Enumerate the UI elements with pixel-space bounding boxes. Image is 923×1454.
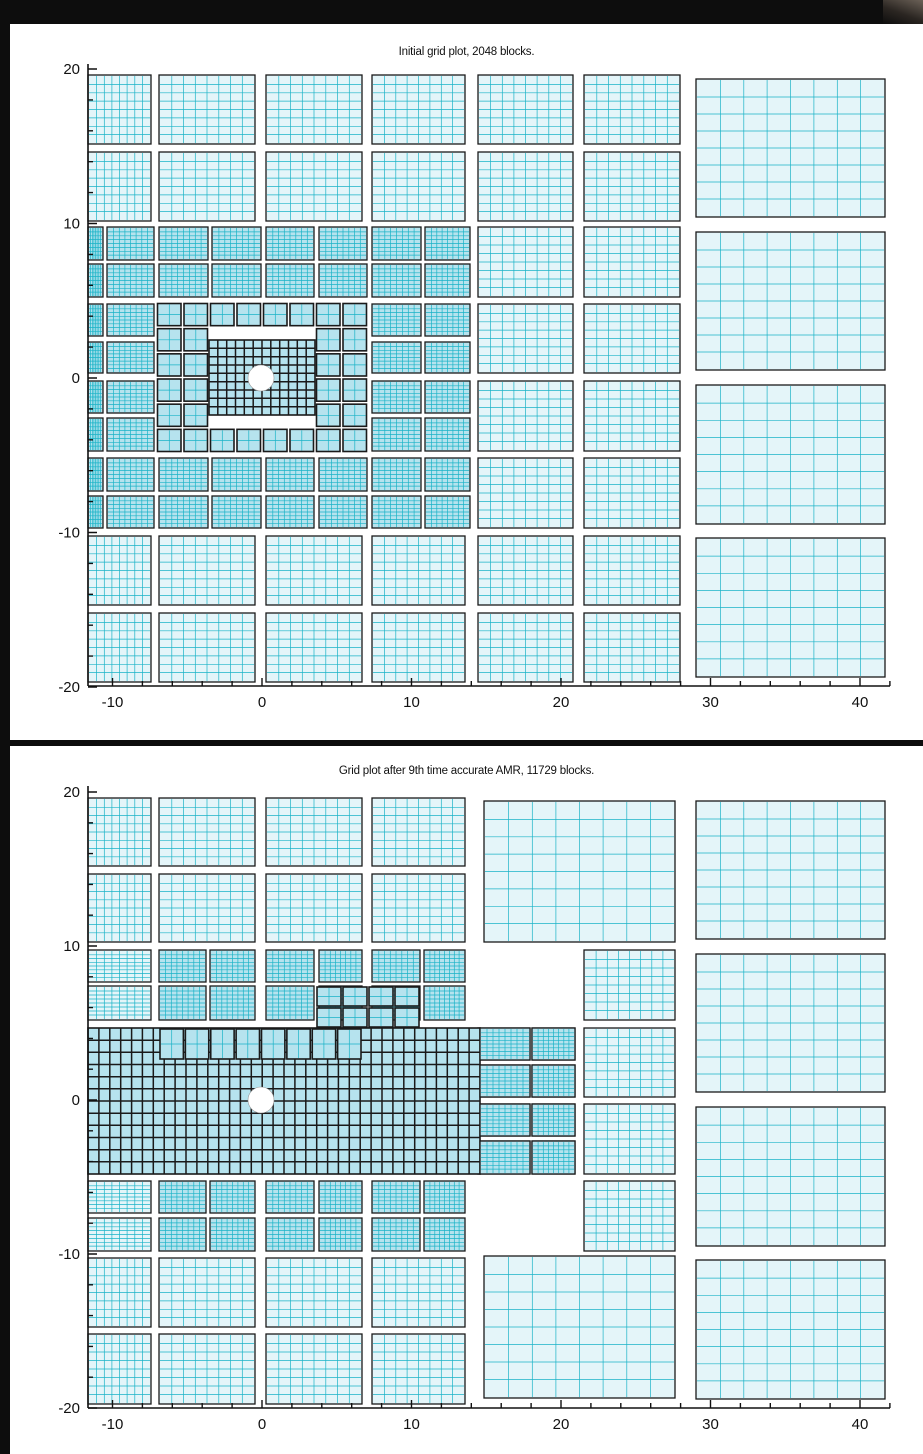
initial-grid-plot-panel: -10 0 10 20 30 40 20 10 0 -10 -20 Initial grid plo… <box>10 24 923 740</box>
amr-grid-plot: -10 0 10 20 30 40 20 10 0 -10 -20 <box>58 784 891 1433</box>
y-tick-label: 0 <box>72 1092 80 1109</box>
axes: -10 0 10 20 30 40 20 10 0 -10 -20 <box>58 61 891 711</box>
x-tick-label: 40 <box>852 694 869 711</box>
x-tick-label: -10 <box>102 694 124 711</box>
y-tick-label: -20 <box>58 1400 80 1417</box>
axis-ticks <box>88 68 891 688</box>
x-tick-label: 10 <box>403 694 420 711</box>
cylinder-hole <box>247 364 275 392</box>
y-tick-label: 20 <box>63 784 80 801</box>
y-tick-label: -10 <box>58 525 80 542</box>
x-tick-label: 0 <box>258 1416 266 1433</box>
x-tick-label: 0 <box>258 694 266 711</box>
x-tick-label: 30 <box>702 1416 719 1433</box>
initial-grid-plot-title: Initial grid plot, 2048 blocks. <box>398 46 535 58</box>
amr-grid-plot-panel: -10 0 10 20 30 40 20 10 0 -10 -20 Grid plot after … <box>10 746 923 1454</box>
y-tick-label: 10 <box>63 938 80 955</box>
y-tick-label: 0 <box>72 370 80 387</box>
y-tick-label: -20 <box>58 679 80 696</box>
y-tick-label: -10 <box>58 1246 80 1263</box>
axis-ticks <box>88 791 891 1409</box>
x-tick-label: -10 <box>102 1416 124 1433</box>
axes: -10 0 10 20 30 40 20 10 0 -10 -20 <box>58 784 891 1433</box>
corner-shadow <box>883 0 923 24</box>
x-tick-label: 40 <box>852 1416 869 1433</box>
x-tick-label: 20 <box>553 694 570 711</box>
initial-grid-plot: -10 0 10 20 30 40 20 10 0 -10 -20 <box>58 61 891 711</box>
x-tick-label: 10 <box>403 1416 420 1433</box>
cylinder-hole <box>247 1086 275 1114</box>
y-tick-label: 10 <box>63 216 80 233</box>
x-tick-label: 30 <box>702 694 719 711</box>
y-tick-label: 20 <box>63 61 80 78</box>
grid-blocks <box>87 797 886 1405</box>
x-tick-label: 20 <box>553 1416 570 1433</box>
grid-blocks <box>87 74 886 683</box>
amr-grid-plot-title: Grid plot after 9th time accurate AMR, 1… <box>338 765 595 777</box>
